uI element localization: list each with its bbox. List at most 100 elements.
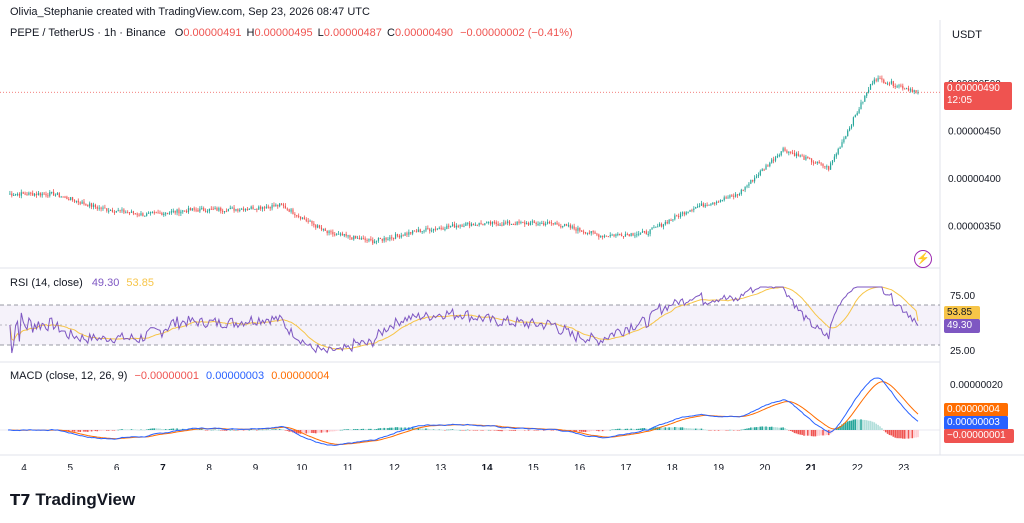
candle-body [491, 221, 494, 225]
candle-body [52, 191, 55, 196]
rsi-legend[interactable]: RSI (14, close) 49.30 53.85 [10, 277, 154, 289]
macd-histogram-bar [309, 430, 311, 433]
macd-histogram-bar [903, 430, 906, 439]
macd-histogram-bar [385, 428, 387, 430]
macd-histogram-bar [896, 430, 898, 439]
candle-body [417, 229, 419, 232]
candle-body [575, 228, 577, 231]
macd-histogram-bar [478, 430, 480, 431]
candle-body [180, 211, 182, 214]
candle-body [592, 231, 594, 233]
macd-histogram-bar [328, 430, 330, 432]
macd-histogram-bar [151, 428, 154, 430]
macd-legend[interactable]: MACD (close, 12, 26, 9) −0.00000001 0.00… [10, 370, 329, 382]
macd-histogram-bar [261, 429, 264, 431]
macd-histogram-bar [694, 428, 697, 430]
time-axis-label: 4 [21, 463, 27, 470]
macd-histogram-bar [128, 429, 131, 431]
macd-histogram-bar [603, 430, 606, 431]
macd-histogram-bar [575, 430, 577, 432]
candle-body [554, 222, 556, 224]
candle-body [185, 210, 188, 213]
candle-body [444, 228, 446, 230]
candle-body [710, 204, 712, 206]
candle-body [288, 209, 290, 212]
candle-body [653, 227, 655, 229]
candle-body [187, 208, 190, 213]
candle-body [638, 233, 640, 235]
candle-body [241, 208, 243, 210]
open-value: 0.00000491 [183, 27, 242, 39]
candle-body [503, 222, 505, 226]
macd-histogram-bar [748, 428, 750, 430]
macd-histogram-bar [744, 428, 746, 430]
macd-histogram-bar [759, 426, 762, 430]
macd-histogram-bar [672, 427, 674, 430]
candle-body [571, 226, 573, 228]
macd-histogram-bar [121, 429, 123, 430]
candle-body [805, 156, 807, 160]
countdown-value: 12:05 [947, 95, 973, 106]
macd-histogram-bar [884, 430, 887, 433]
candle-body [328, 231, 330, 234]
macd-histogram-bar [356, 429, 359, 430]
macd-histogram-bar [221, 430, 224, 431]
rsi-ma-value: 53.85 [126, 277, 154, 289]
macd-histogram-bar [449, 429, 452, 431]
symbol-name[interactable]: PEPE / TetherUS · 1h · Binance [10, 27, 166, 39]
macd-histogram-bar [98, 430, 100, 432]
macd-histogram-bar [641, 428, 644, 430]
candle-body [670, 219, 672, 221]
candle-body [831, 160, 834, 164]
macd-histogram-bar [371, 429, 374, 430]
candle-body [754, 177, 756, 182]
candle-body [632, 233, 634, 236]
candle-body [837, 148, 839, 154]
candle-body [201, 208, 203, 210]
candle-body [41, 193, 43, 196]
candle-body [812, 162, 815, 164]
candle-body [550, 222, 552, 224]
candle-body [349, 235, 351, 238]
candle-body [343, 233, 345, 236]
candle-body [389, 237, 391, 240]
candle-body [674, 215, 676, 220]
macd-line [7, 377, 919, 446]
candle-body [727, 197, 729, 199]
candle-body [178, 209, 180, 214]
macd-histogram-bar [626, 428, 629, 430]
candle-body [814, 162, 817, 164]
candle-body [212, 208, 214, 210]
candle-body [370, 239, 372, 241]
candle-body [284, 205, 286, 209]
macd-histogram-bar [514, 430, 517, 431]
macd-histogram-bar [820, 430, 822, 436]
tradingview-logo[interactable]: 𝗧𝟳 TradingView [10, 490, 135, 510]
macd-histogram-bar [531, 430, 534, 431]
macd-histogram-bar [273, 429, 275, 430]
candle-body [894, 86, 896, 88]
macd-histogram-bar [611, 429, 613, 431]
candle-body [782, 148, 784, 152]
candle-body [706, 204, 708, 206]
lightning-icon[interactable]: ⚡ [914, 250, 932, 268]
candle-body [436, 228, 438, 230]
macd-histogram-bar [489, 430, 492, 431]
candle-body [780, 151, 782, 156]
macd-histogram-bar [438, 429, 441, 431]
macd-histogram-bar [324, 430, 327, 433]
candle-body [484, 223, 486, 226]
candle-body [676, 215, 678, 217]
candle-body [410, 232, 412, 234]
macd-histogram-bar [455, 429, 458, 431]
price-chart[interactable]: 0.000003500.000004000.000004500.00000500… [0, 0, 1024, 470]
macd-histogram-bar [808, 430, 811, 436]
candle-body [655, 226, 657, 228]
candle-body [801, 155, 803, 157]
candle-body [296, 215, 298, 217]
macd-histogram-bar [256, 430, 258, 431]
time-axis-label: 20 [759, 463, 771, 470]
currency-label[interactable]: USDT [952, 29, 982, 41]
macd-histogram-bar [290, 430, 292, 432]
macd-histogram-bar [609, 429, 612, 431]
